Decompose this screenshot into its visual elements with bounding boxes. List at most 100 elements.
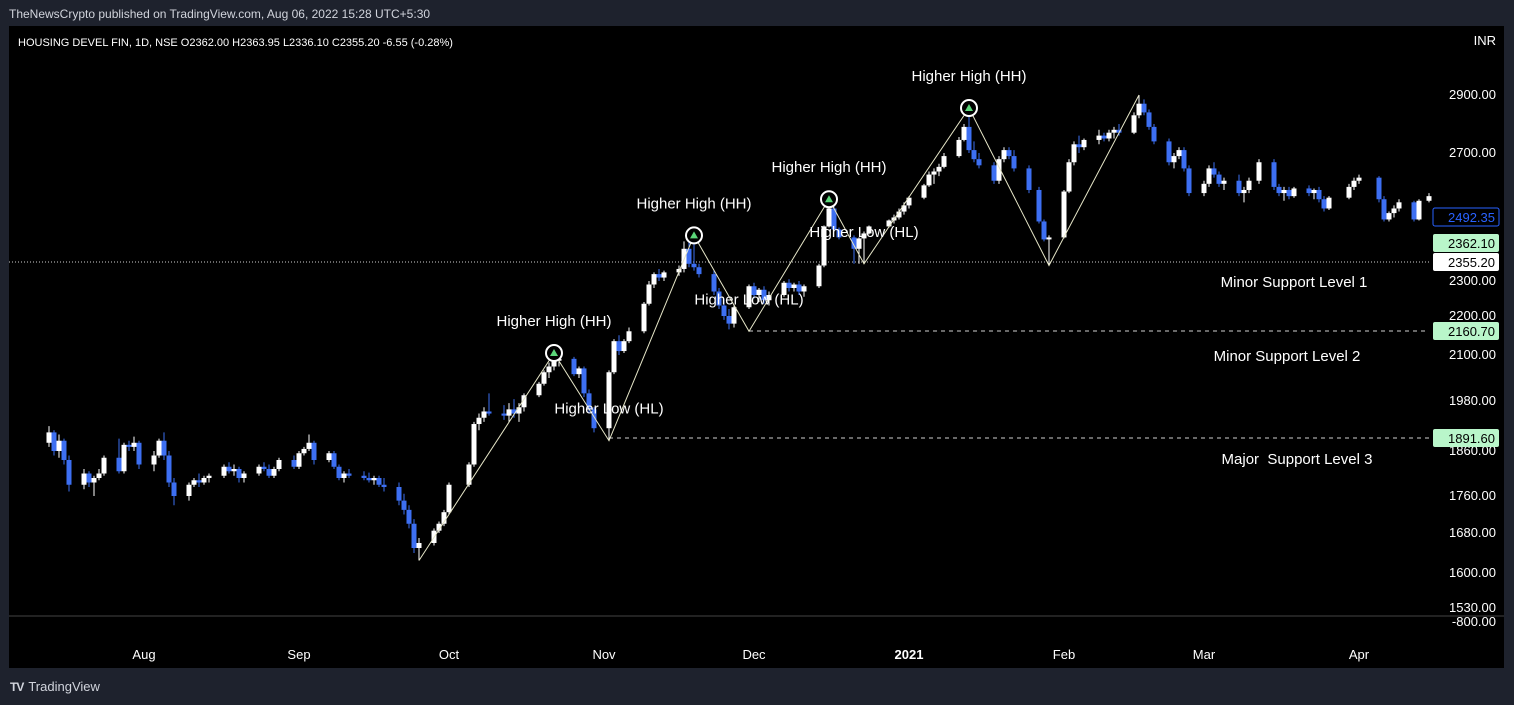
price-label: 1891.60 <box>1433 429 1499 447</box>
candle <box>626 327 632 344</box>
candle <box>921 183 927 200</box>
candle-body <box>721 305 727 316</box>
x-tick-label: Feb <box>1053 647 1075 662</box>
chart-annotation: Major Support Level 3 <box>1222 451 1373 468</box>
candle-body <box>816 265 822 287</box>
candle <box>206 473 212 483</box>
candle-body <box>641 303 647 332</box>
candle <box>371 475 377 485</box>
candle <box>266 464 272 478</box>
candle <box>1351 177 1357 190</box>
candle-body <box>1281 189 1287 194</box>
candle-body <box>501 413 507 416</box>
y-tick-label: 2300.00 <box>1449 273 1496 288</box>
y-tick-label: 2900.00 <box>1449 87 1496 102</box>
candle <box>396 482 402 506</box>
candle <box>786 279 792 292</box>
candle-body <box>166 455 172 483</box>
candle <box>56 434 62 458</box>
candle-body <box>711 274 717 292</box>
candle <box>646 281 652 306</box>
candle-body <box>516 407 522 414</box>
candle-body <box>206 475 212 478</box>
candle-body <box>1321 199 1327 209</box>
x-tick-label: Nov <box>592 647 616 662</box>
candle-body <box>121 444 127 472</box>
candle <box>796 281 802 295</box>
candle-body <box>546 366 552 373</box>
candle <box>1071 141 1077 166</box>
price-label-text: 2160.70 <box>1448 324 1495 339</box>
chart-annotation: Higher Low (HL) <box>694 291 803 308</box>
candle-body <box>261 466 267 469</box>
candle-body <box>266 469 272 476</box>
candle-body <box>101 457 107 474</box>
candle-body <box>471 424 477 465</box>
candle <box>256 464 262 476</box>
chart-frame[interactable]: Higher High (HH) Higher Low (HL) Higher Hi… <box>9 26 1504 668</box>
candle <box>166 451 172 487</box>
candle <box>196 473 202 487</box>
candle-body <box>536 383 542 396</box>
open-value: O2362.00 <box>181 37 232 49</box>
symbol-title: HOUSING DEVEL FIN, 1D, NSE <box>18 37 181 49</box>
candle <box>1411 200 1417 222</box>
candle-body <box>1061 191 1067 238</box>
y-tick-label: 1600.00 <box>1449 565 1496 580</box>
candle <box>651 272 657 288</box>
candle <box>1381 196 1387 222</box>
candle-body <box>161 440 167 456</box>
candle <box>1216 171 1222 187</box>
candle <box>361 471 367 481</box>
candle <box>716 288 722 309</box>
candle <box>1326 196 1332 211</box>
candle <box>81 469 87 490</box>
y-tick-label: 2700.00 <box>1449 145 1496 160</box>
candle <box>681 241 687 273</box>
candle-body <box>731 307 737 324</box>
candle-body <box>1246 180 1252 190</box>
y-tick-label: 2100.00 <box>1449 347 1496 362</box>
candle-body <box>1381 199 1387 220</box>
y-tick-label: 1980.00 <box>1449 393 1496 408</box>
chart-annotation: Higher High (HH) <box>771 159 886 176</box>
candle <box>801 284 807 297</box>
candle-body <box>371 478 377 481</box>
x-tick-label: 2021 <box>895 647 924 662</box>
candle-body <box>896 211 902 218</box>
candle-body <box>691 263 697 268</box>
candle <box>1171 153 1177 169</box>
candle <box>1236 174 1242 197</box>
candle <box>816 263 822 288</box>
candle-body <box>1356 177 1362 181</box>
candle-body <box>1291 188 1297 197</box>
candle-body <box>301 448 307 454</box>
candle-body <box>1106 132 1112 139</box>
candle-body <box>1311 189 1317 194</box>
price-chart[interactable]: Higher High (HH) Higher Low (HL) Higher Hi… <box>9 26 1504 668</box>
candle-body <box>466 464 472 485</box>
candle-body <box>1111 129 1117 133</box>
chart-annotation: Higher High (HH) <box>636 195 751 212</box>
candle <box>1136 95 1142 119</box>
candle <box>1346 183 1352 200</box>
candle <box>1001 147 1007 163</box>
candle <box>1041 219 1047 242</box>
candle-body <box>1306 188 1312 194</box>
candle <box>866 225 872 235</box>
candle-body <box>416 543 422 548</box>
candle <box>971 141 977 163</box>
candle <box>481 407 487 422</box>
candle-body <box>1411 202 1417 220</box>
candle <box>486 393 492 416</box>
candle <box>1181 147 1187 172</box>
candle <box>1316 186 1322 203</box>
candle <box>961 124 967 142</box>
candle-body <box>686 248 692 264</box>
candle-body <box>1101 135 1107 139</box>
candle-body <box>1076 144 1082 148</box>
candle-body <box>611 341 617 373</box>
candle <box>1146 109 1152 130</box>
candle-body <box>1346 186 1352 198</box>
candle-body <box>66 460 72 485</box>
